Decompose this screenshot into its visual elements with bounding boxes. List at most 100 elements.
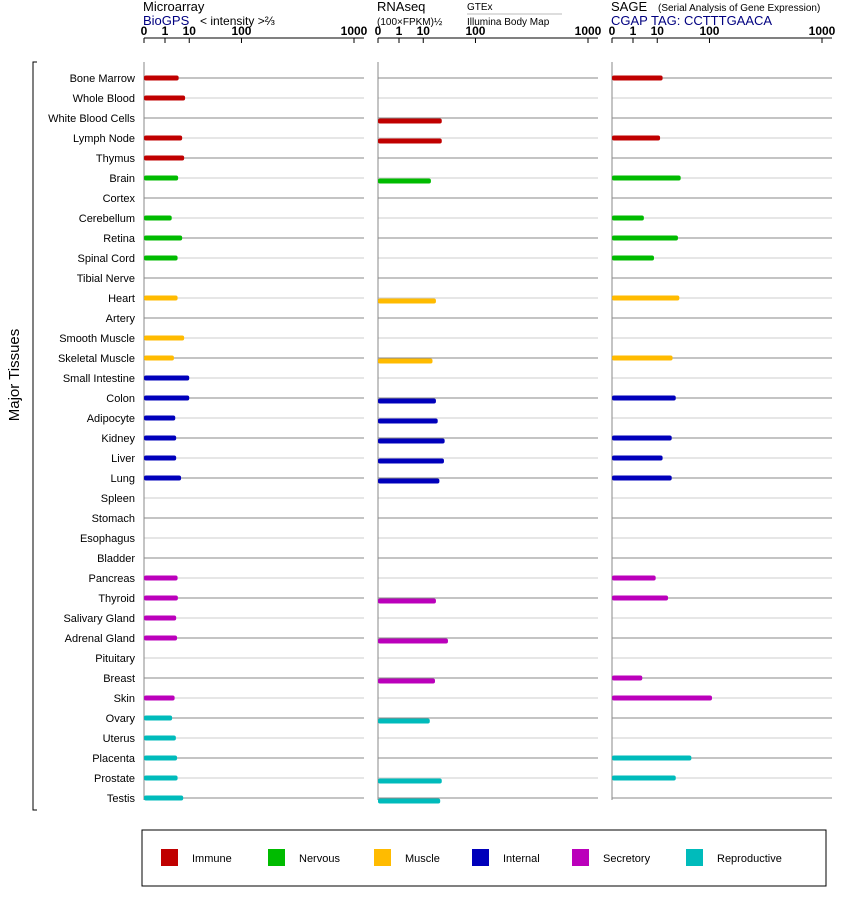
bar-rnaseq [378,298,436,304]
bar-microarray [144,635,178,641]
bar-rnaseq [378,638,448,644]
legend-label-immune: Immune [192,853,232,865]
x-tick-label: 0 [141,24,148,38]
tissue-label: Artery [106,313,136,325]
bar-microarray [144,75,179,81]
tissue-label: Uterus [103,733,136,745]
legend-label-muscle: Muscle [405,853,440,865]
tissue-label: Kidney [101,433,135,445]
tissue-label: Skeletal Muscle [58,353,135,365]
bar-microarray [144,435,177,441]
tissue-label: Pancreas [89,573,136,585]
bar-rnaseq [378,178,431,184]
bar-microarray [144,255,178,261]
grid-layer [144,77,832,799]
legend: Immune Nervous Muscle Internal Secretory Repr… [161,849,782,866]
bar-rnaseq [378,438,445,444]
bar-sage [612,295,680,301]
rnaseq-unit-label: (100×FPKM)½ [377,17,443,28]
tissue-label: Colon [106,393,135,405]
bar-rnaseq [378,118,442,124]
x-tick-label: 100 [465,24,485,38]
bar-microarray [144,175,179,181]
bar-rnaseq [378,478,440,484]
axis-layer: 0 1 10 100 1000 0 1 10 100 1000 0 1 10 100 1000 [141,24,836,800]
x-tick-label: 1000 [341,24,368,38]
x-tick-label: 10 [183,24,197,38]
bar-sage [612,395,676,401]
bar-microarray [144,295,178,301]
bar-sage [612,675,643,681]
bar-microarray [144,335,185,341]
tissue-label: Adipocyte [87,413,135,425]
x-tick-label: 10 [651,24,665,38]
tissue-label: Breast [103,673,135,685]
y-group-label: Major Tissues [6,329,23,422]
bar-sage [612,255,654,261]
bar-microarray [144,615,177,621]
tissue-label: Adrenal Gland [65,633,135,645]
rnaseq-title: RNAseq [377,0,425,14]
bar-microarray [144,775,178,781]
sage-subtitle-note: (Serial Analysis of Gene Expression) [658,3,820,14]
tissue-label: Retina [103,233,136,245]
bar-microarray [144,95,186,101]
tissue-label: Heart [108,293,135,305]
x-tick-label: 1 [396,24,403,38]
bar-sage [612,455,663,461]
bar-sage [612,235,678,241]
tissue-label: Esophagus [80,533,136,545]
bar-microarray [144,575,178,581]
bar-rnaseq [378,458,444,464]
bar-microarray [144,795,184,801]
tissue-label: Placenta [92,753,136,765]
bar-microarray [144,155,185,161]
x-tick-label: 100 [699,24,719,38]
tissue-label: Small Intestine [63,373,135,385]
bar-microarray [144,715,173,721]
tissue-label: Stomach [92,513,135,525]
bar-rnaseq [378,718,430,724]
bar-sage [612,695,713,701]
legend-swatch-reproductive [686,849,703,866]
tissue-label: Smooth Muscle [59,333,135,345]
tissue-label: Prostate [94,773,135,785]
legend-label-internal: Internal [503,853,540,865]
tissue-label: Bladder [97,553,135,565]
tissue-label: Cortex [103,193,136,205]
x-tick-label: 1 [630,24,637,38]
legend-swatch-nervous [268,849,285,866]
bar-microarray [144,375,190,381]
microarray-subtitle: BioGPS [143,13,190,28]
tissue-label: Cerebellum [79,213,135,225]
legend-label-reproductive: Reproductive [717,853,782,865]
microarray-unit-label: < intensity >⅔ [200,14,275,28]
bar-microarray [144,395,190,401]
bar-microarray [144,415,176,421]
bar-microarray [144,455,177,461]
tissue-label: Thyroid [98,593,135,605]
bar-microarray [144,735,176,741]
bar-microarray [144,235,183,241]
legend-swatch-internal [472,849,489,866]
tissue-label: Ovary [106,713,136,725]
tissue-label: Salivary Gland [63,613,135,625]
tissue-label: Whole Blood [73,93,135,105]
x-tick-label: 100 [231,24,251,38]
bar-sage [612,475,672,481]
bar-layer [144,75,713,804]
bar-sage [612,355,673,361]
legend-label-secretory: Secretory [603,853,651,865]
x-tick-label: 0 [375,24,382,38]
bar-rnaseq [378,778,442,784]
tissue-label: White Blood Cells [48,113,135,125]
bar-sage [612,435,672,441]
tissue-label: Skin [114,693,135,705]
bar-rnaseq [378,398,436,404]
sage-tag-label: CGAP TAG: CCTTTGAACA [611,13,772,28]
rnaseq-legend-illumina: Illumina Body Map [467,17,550,28]
tissue-label: Bone Marrow [70,73,135,85]
x-tick-label: 1 [162,24,169,38]
bar-sage [612,775,676,781]
